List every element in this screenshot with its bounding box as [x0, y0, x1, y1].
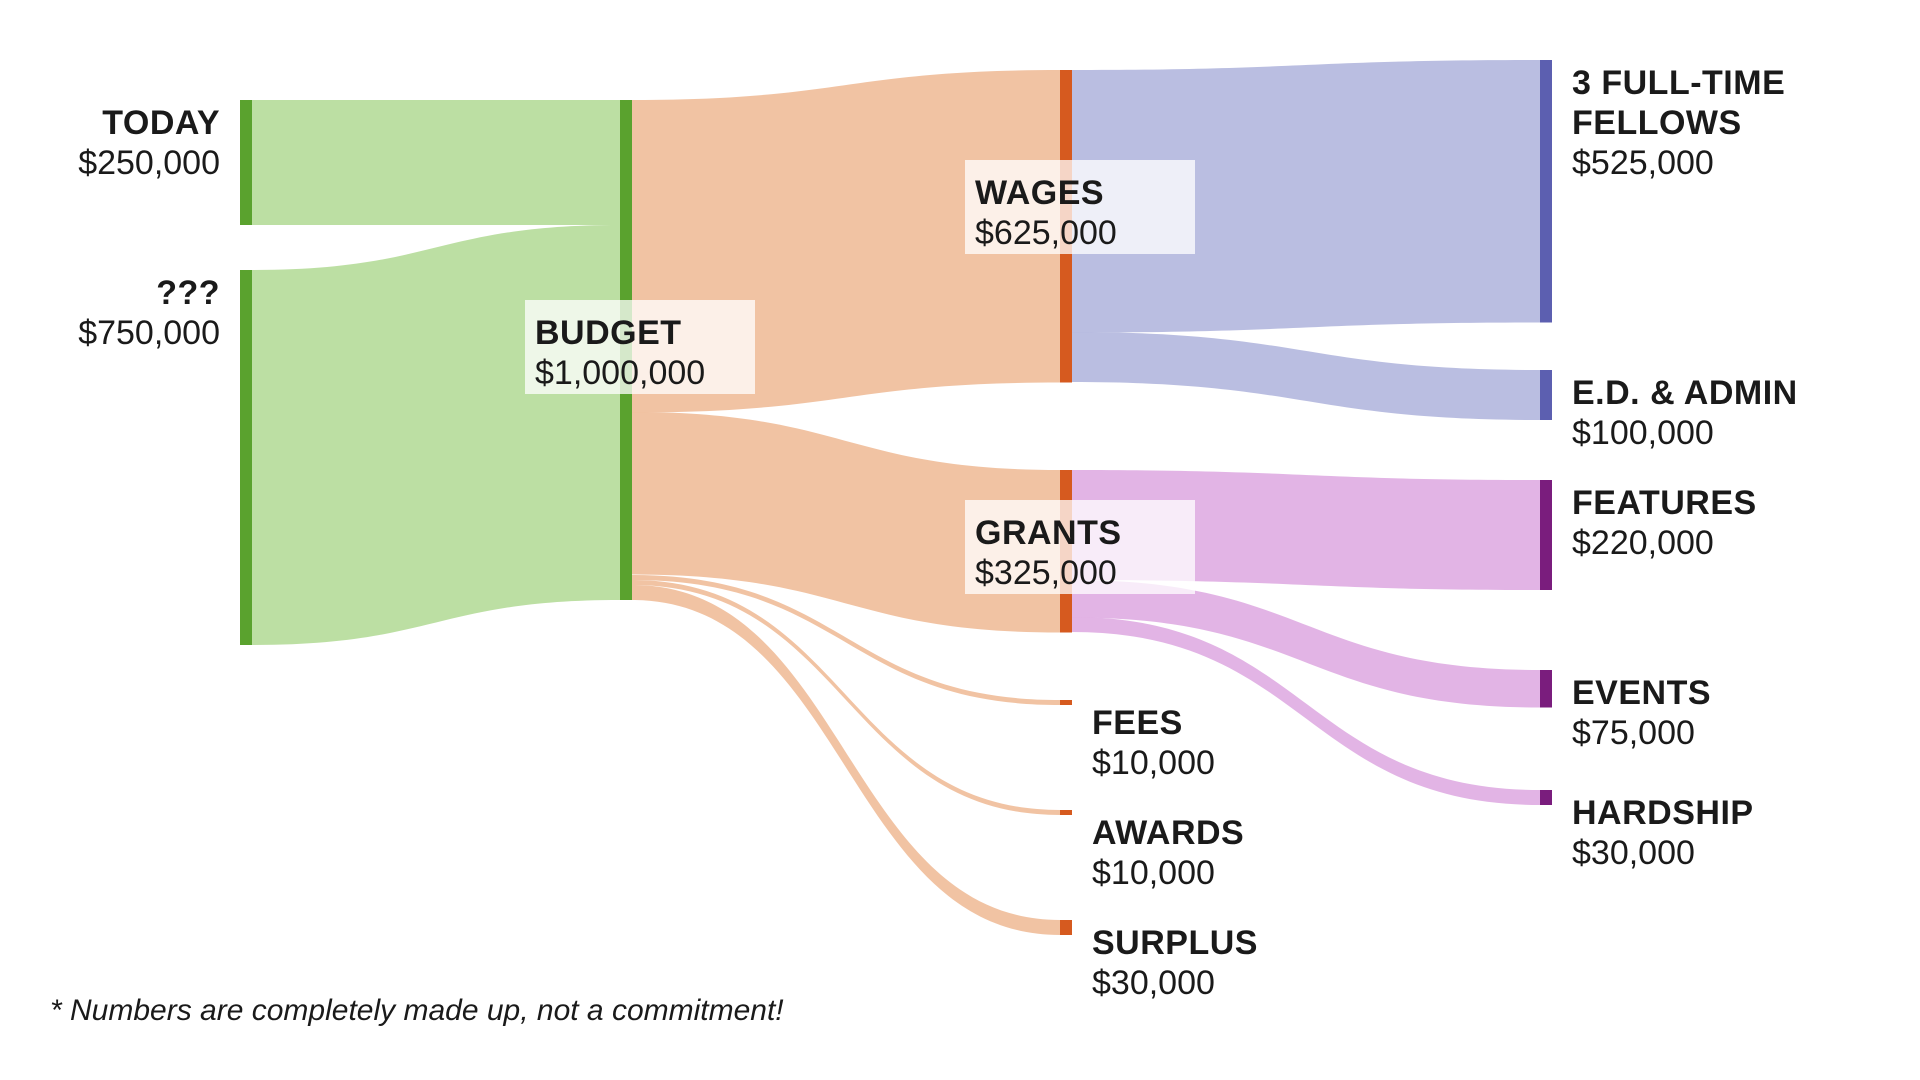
- link-unknown-budget: [252, 225, 620, 645]
- label-amount-today: $250,000: [78, 144, 220, 182]
- label-amount-edadmin: $100,000: [1572, 414, 1714, 452]
- label-title-fellows: FELLOWS: [1572, 104, 1742, 142]
- sankey-diagram: TODAY$250,000???$750,000 BUDGET$1,000,000…: [50, 40, 1870, 1040]
- label-amount-fellows: $525,000: [1572, 144, 1714, 182]
- label-title-awards: AWARDS: [1092, 814, 1244, 852]
- node-edadmin: [1540, 370, 1552, 420]
- node-features: [1540, 480, 1552, 590]
- label-amount-surplus: $30,000: [1092, 964, 1215, 1002]
- label-title-features: FEATURES: [1572, 484, 1757, 522]
- label-title-hardship: HARDSHIP: [1572, 794, 1754, 832]
- link-wages-edadmin: [1072, 332, 1540, 420]
- label-title-unknown: ???: [156, 274, 220, 312]
- label-amount-events: $75,000: [1572, 714, 1695, 752]
- label-title-today: TODAY: [102, 104, 220, 142]
- label-title-edadmin: E.D. & ADMIN: [1572, 374, 1798, 412]
- label-title-events: EVENTS: [1572, 674, 1711, 712]
- label-amount-awards: $10,000: [1092, 854, 1215, 892]
- label-title-fees: FEES: [1092, 704, 1183, 742]
- node-surplus: [1060, 920, 1072, 935]
- label-amount-grants: $325,000: [975, 554, 1117, 592]
- footnote: * Numbers are completely made up, not a …: [50, 994, 784, 1027]
- label-title-surplus: SURPLUS: [1092, 924, 1258, 962]
- label-amount-hardship: $30,000: [1572, 834, 1695, 872]
- label-amount-features: $220,000: [1572, 524, 1714, 562]
- label-amount-unknown: $750,000: [78, 314, 220, 352]
- node-unknown: [240, 270, 252, 645]
- label-title-grants: GRANTS: [975, 514, 1122, 552]
- link-today-budget: [252, 100, 620, 225]
- link-grants-events: [1072, 580, 1540, 708]
- label-title-wages: WAGES: [975, 174, 1104, 212]
- node-hardship: [1540, 790, 1552, 805]
- node-fellows: [1540, 60, 1552, 323]
- node-today: [240, 100, 252, 225]
- sankey-links: [252, 60, 1540, 935]
- node-awards: [1060, 810, 1072, 815]
- node-events: [1540, 670, 1552, 708]
- label-amount-wages: $625,000: [975, 214, 1117, 252]
- label-title-fellows: 3 FULL-TIME: [1572, 64, 1785, 102]
- label-title-budget: BUDGET: [535, 314, 682, 352]
- node-fees: [1060, 700, 1072, 705]
- label-amount-fees: $10,000: [1092, 744, 1215, 782]
- label-amount-budget: $1,000,000: [535, 354, 705, 392]
